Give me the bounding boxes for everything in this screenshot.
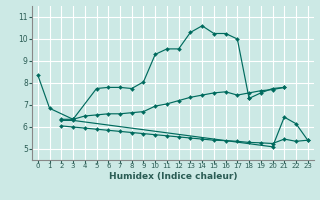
X-axis label: Humidex (Indice chaleur): Humidex (Indice chaleur) (108, 172, 237, 181)
